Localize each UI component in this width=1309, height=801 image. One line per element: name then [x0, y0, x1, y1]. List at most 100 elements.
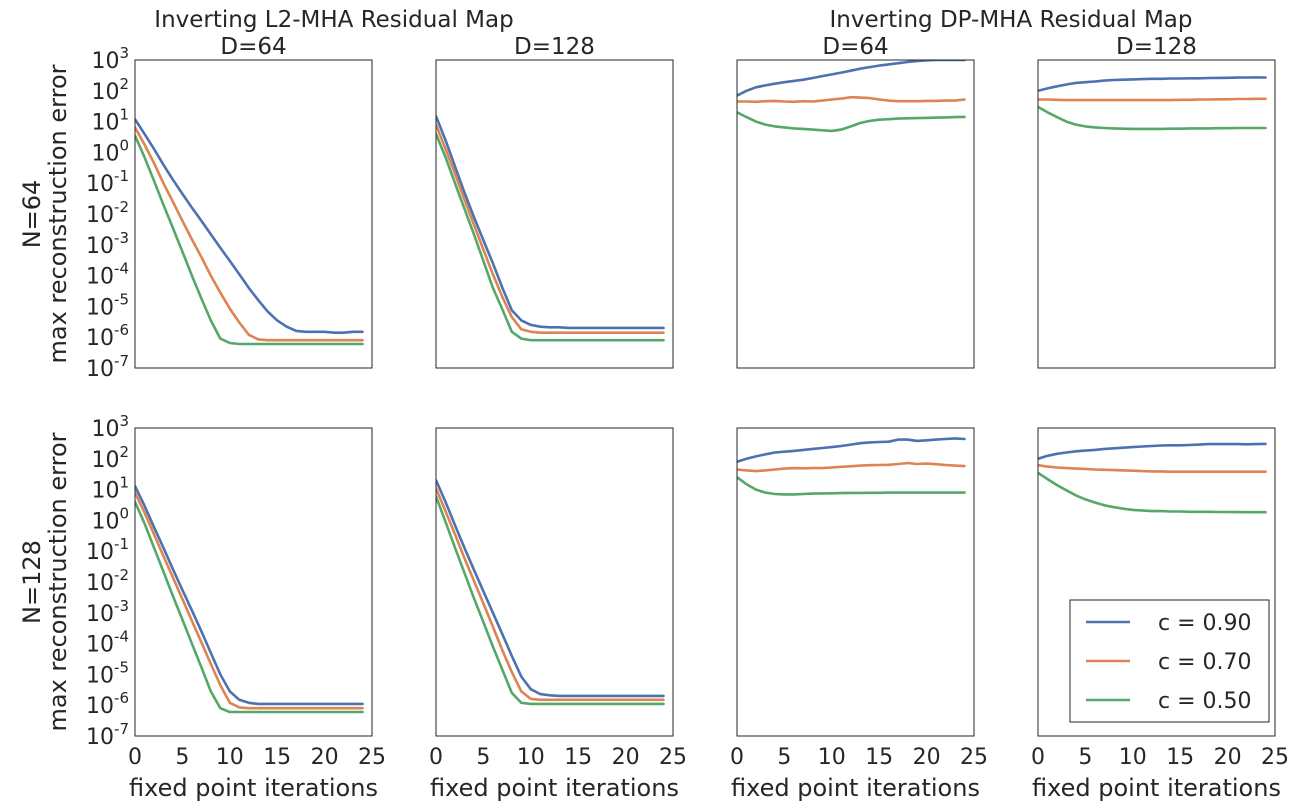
x-tick-label: 5 — [476, 745, 490, 770]
subplot-r2-c1: 10310210110010-110-210-310-410-510-610-7… — [86, 412, 386, 801]
x-tick-label: 25 — [659, 745, 687, 770]
x-tick-label: 20 — [311, 745, 339, 770]
series-line-c-0-90 — [737, 437, 966, 464]
y-tick-base: 10 — [91, 111, 119, 136]
plot-area-frame — [134, 427, 373, 737]
y-tick-base: 10 — [86, 234, 114, 259]
group-title-l2: Inverting L2-MHA Residual Map — [154, 7, 513, 33]
x-tick-label: 10 — [517, 745, 545, 770]
y-tick-label: 10-6 — [86, 321, 129, 351]
plot-area-frame — [435, 59, 674, 369]
y-tick-label: 10-1 — [86, 535, 129, 565]
y-tick-base: 10 — [86, 295, 114, 320]
y-tick-base: 10 — [86, 725, 114, 750]
series-line-c-0-50 — [135, 500, 364, 714]
subplot-r1-c1: D=6410310210110010-110-210-310-410-510-6… — [86, 34, 373, 382]
series-line-c-0-70 — [1038, 463, 1267, 474]
x-tick-label: 15 — [865, 745, 893, 770]
y-tick-label: 102 — [91, 75, 129, 105]
series-line-c-0-90 — [135, 484, 364, 706]
x-tick-label: 0 — [128, 745, 142, 770]
y-tick-exponent: -5 — [114, 290, 129, 308]
y-tick-base: 10 — [86, 172, 114, 197]
y-tick-exponent: 3 — [119, 44, 129, 62]
x-tick-label: 0 — [1031, 745, 1045, 770]
x-tick-label: 0 — [429, 745, 443, 770]
series-line-c-0-90 — [1038, 442, 1267, 461]
y-tick-exponent: -1 — [114, 167, 129, 185]
x-tick-label: 5 — [175, 745, 189, 770]
y-tick-base: 10 — [86, 633, 114, 658]
series-line-c-0-70 — [737, 95, 966, 104]
series-line-c-0-50 — [737, 475, 966, 496]
y-tick-exponent: -2 — [114, 198, 129, 216]
subplot-title: D=128 — [514, 34, 595, 60]
x-tick-label: 15 — [1166, 745, 1194, 770]
y-tick-label: 101 — [91, 474, 129, 504]
x-tick-label: 5 — [1078, 745, 1092, 770]
y-tick-label: 10-2 — [86, 566, 129, 596]
y-tick-label: 102 — [91, 443, 129, 473]
y-tick-label: 10-7 — [86, 352, 129, 382]
series-line-c-0-50 — [436, 495, 665, 706]
group-title-dp: Inverting DP-MHA Residual Map — [829, 7, 1192, 33]
subplot-title: D=64 — [220, 34, 286, 60]
subplot-title: D=128 — [1116, 34, 1197, 60]
x-tick-label: 20 — [913, 745, 941, 770]
subplot-r2-c3: 0 5 10 15 20 25 fixed point iterations — [730, 427, 988, 801]
y-tick-exponent: -6 — [114, 689, 129, 707]
x-tick-label: 10 — [818, 745, 846, 770]
y-tick-base: 10 — [86, 265, 114, 290]
y-tick-label: 10-3 — [86, 597, 129, 627]
y-tick-base: 10 — [86, 326, 114, 351]
y-tick-base: 10 — [86, 602, 114, 627]
legend: c = 0.90 c = 0.70 c = 0.50 — [1069, 599, 1270, 723]
y-tick-label: 10-6 — [86, 689, 129, 719]
series-line-c-0-70 — [737, 461, 966, 473]
y-tick-label: 100 — [91, 504, 129, 534]
y-tick-label: 100 — [91, 136, 129, 166]
series-line-c-0-70 — [436, 123, 665, 335]
y-tick-exponent: -5 — [114, 658, 129, 676]
y-tick-base: 10 — [86, 357, 114, 382]
x-tick-label: 10 — [1119, 745, 1147, 770]
y-tick-exponent: 3 — [119, 412, 129, 430]
y-tick-base: 10 — [91, 80, 119, 105]
y-tick-base: 10 — [91, 448, 119, 473]
legend-label: c = 0.50 — [1158, 689, 1252, 714]
series-line-c-0-50 — [436, 132, 665, 342]
y-tick-exponent: 1 — [119, 106, 129, 124]
subplot-r1-c4: D=128 — [1037, 34, 1276, 369]
series-line-c-0-90 — [436, 478, 665, 698]
x-axis-label: fixed point iterations — [430, 774, 679, 801]
plot-area-frame — [435, 427, 674, 737]
y-tick-base: 10 — [86, 694, 114, 719]
y-tick-base: 10 — [86, 540, 114, 565]
plot-area-frame — [1037, 59, 1276, 369]
series-line-c-0-50 — [135, 134, 364, 346]
y-tick-exponent: 2 — [119, 75, 129, 93]
x-tick-label: 5 — [777, 745, 791, 770]
y-tick-base: 10 — [86, 571, 114, 596]
y-tick-base: 10 — [86, 203, 114, 228]
y-tick-exponent: 0 — [119, 504, 129, 522]
y-tick-label: 10-3 — [86, 229, 129, 259]
x-tick-label: 15 — [263, 745, 291, 770]
y-tick-label: 10-2 — [86, 198, 129, 228]
subplot-r1-c2: D=128 — [435, 34, 674, 369]
y-tick-base: 10 — [91, 417, 119, 442]
y-axis-label: max reconstruction error — [44, 432, 72, 731]
y-tick-exponent: -3 — [114, 597, 129, 615]
y-axis-label: max reconstruction error — [44, 64, 72, 363]
y-tick-exponent: -2 — [114, 566, 129, 584]
y-tick-label: 10-5 — [86, 658, 129, 688]
y-tick-label: 103 — [91, 44, 129, 74]
y-tick-exponent: 1 — [119, 474, 129, 492]
x-tick-label: 10 — [216, 745, 244, 770]
y-tick-label: 101 — [91, 106, 129, 136]
y-tick-exponent: -4 — [114, 628, 129, 646]
legend-label: c = 0.90 — [1158, 611, 1252, 636]
y-tick-base: 10 — [91, 49, 119, 74]
